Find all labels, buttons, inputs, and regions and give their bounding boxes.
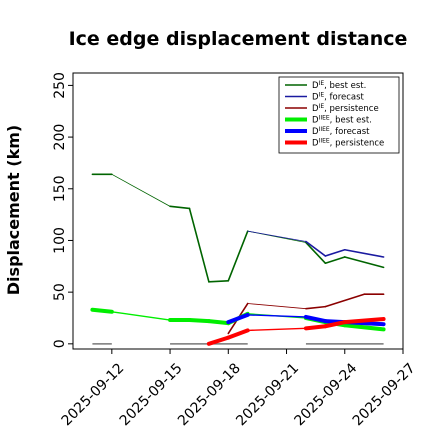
series-line-0-segment: [305, 241, 327, 265]
series-line-2-segment: [305, 305, 327, 310]
y-axis-label: Displacement (km): [4, 125, 23, 295]
y-tick-label: 150: [52, 175, 68, 202]
series-line-1-segment: [247, 230, 307, 242]
series-line-1-segment: [305, 240, 327, 257]
series-line-3-segment: [187, 318, 211, 324]
series-line-5-segment: [247, 327, 307, 332]
series-line-0-segment: [169, 205, 191, 210]
y-tick-label: 50: [52, 283, 68, 301]
plot-frame: [72, 72, 404, 350]
legend-label: DIIEE, persistence: [312, 138, 384, 149]
series-line-2-segment: [324, 293, 365, 308]
series-line-0-segment: [343, 256, 385, 269]
legend-label: DIIEE, forecast: [312, 126, 370, 137]
series-line-0-segment: [324, 256, 346, 265]
y-tick-label: 0: [52, 339, 68, 348]
series-line-4-segment: [303, 314, 328, 324]
legend-label: DIIEE, best est.: [312, 115, 372, 126]
legend-label: DIE, forecast: [312, 92, 365, 103]
series-line-4-segment: [247, 314, 307, 318]
series-line-3-segment: [342, 323, 386, 332]
series-line-5-segment: [342, 317, 386, 325]
series-line-4-segment: [226, 312, 250, 325]
y-tick-label: 100: [52, 227, 68, 254]
series-line-2-segment: [247, 303, 307, 310]
series-line-1-segment: [324, 248, 346, 257]
chart-title: Ice edge displacement distance: [69, 28, 408, 50]
series-line-3-segment: [90, 307, 114, 314]
series-line-5-segment: [323, 320, 347, 329]
series-line-0-segment: [208, 279, 230, 283]
series-line-3-segment: [206, 319, 231, 326]
y-tick-label: 250: [52, 72, 68, 99]
series-line-5-segment: [226, 328, 250, 340]
series-line-5-segment: [206, 335, 231, 346]
y-tick-label: 200: [52, 124, 68, 151]
series-line-0-segment: [227, 230, 249, 282]
legend-box: [278, 76, 400, 154]
x-tick-label: 2025-09-27: [350, 360, 419, 429]
series-line-5-segment: [303, 324, 328, 331]
series-line-1-segment: [343, 248, 385, 258]
series-line-0-segment: [188, 207, 210, 283]
series-line-0-segment: [111, 173, 171, 207]
legend-label: DIE, best est.: [312, 80, 366, 91]
legend-label: DIE, persistence: [312, 103, 379, 114]
series-line-3-segment: [111, 311, 171, 321]
